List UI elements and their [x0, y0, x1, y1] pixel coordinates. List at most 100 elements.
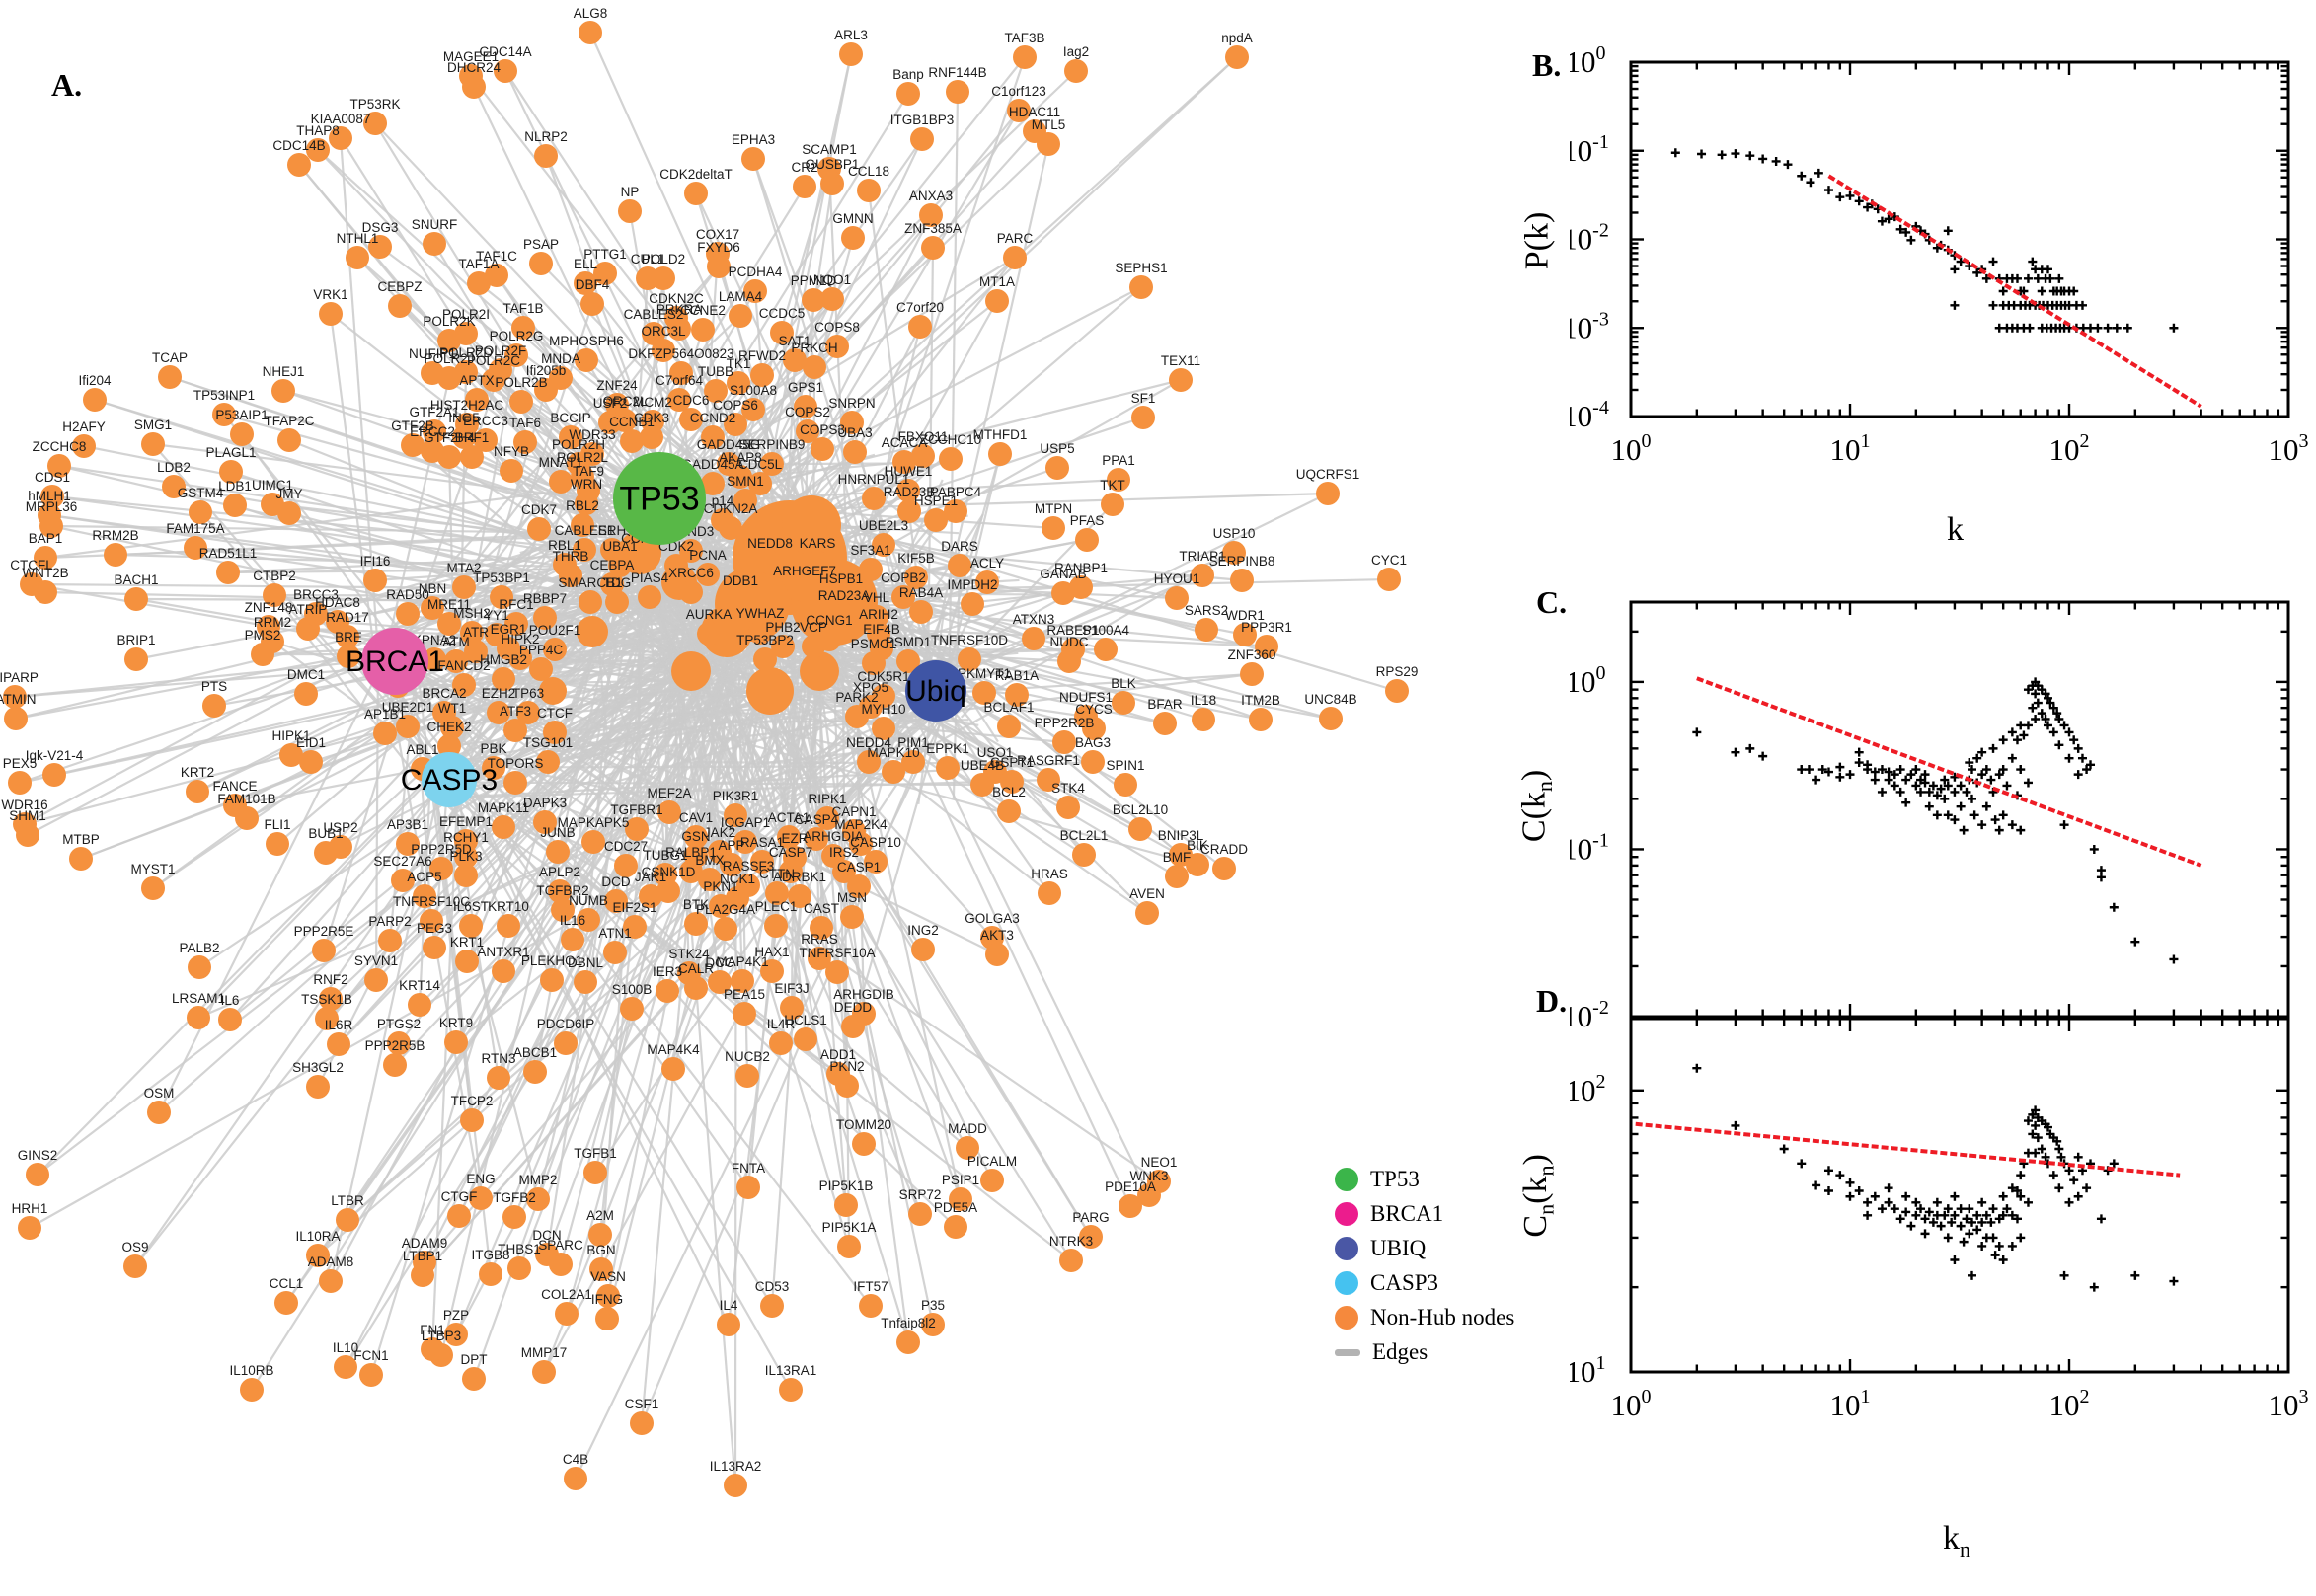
network-node	[1249, 708, 1273, 731]
data-point	[1896, 1214, 1905, 1223]
network-node	[803, 355, 826, 379]
network-node	[319, 302, 343, 326]
network-node	[1112, 691, 1135, 715]
data-point	[2130, 1271, 2139, 1280]
plot-d-ylabel: Cn(kn)	[1517, 1154, 1560, 1237]
fit-line	[1636, 1124, 2180, 1176]
network-node-label: UBA1	[602, 539, 637, 554]
data-point	[1995, 324, 2004, 333]
network-node	[447, 1204, 471, 1228]
data-point	[2054, 1183, 2063, 1192]
network-node-label: BRCC3	[293, 587, 339, 602]
network-node	[944, 1215, 967, 1239]
network-node-label: PFAS	[1070, 513, 1105, 528]
network-node-label: SHM1	[9, 808, 46, 823]
network-node	[921, 236, 945, 260]
network-node-label: THAP8	[296, 123, 340, 138]
network-node-label: APLP2	[539, 865, 580, 879]
data-point	[2002, 781, 2011, 790]
network-node-label: DKFZP564O0823	[628, 346, 733, 361]
network-node-label: SEC27A6	[373, 854, 431, 869]
network-node-label: PDCD6IP	[537, 1017, 595, 1031]
network-node-label: MYST1	[130, 862, 175, 876]
network-node-label: FXYD6	[697, 240, 740, 255]
network-node-label: RRAS	[801, 932, 838, 947]
data-point	[2069, 735, 2078, 744]
network-node	[1212, 857, 1236, 880]
data-point	[1896, 788, 1905, 797]
network-node-label: EZH2	[482, 686, 516, 701]
network-node-label: SF3A1	[850, 543, 890, 558]
network-node-label: IL6ST	[453, 899, 489, 914]
core-cluster-blob	[671, 651, 711, 691]
network-node-label: JMY	[276, 487, 303, 501]
data-point	[1901, 1207, 1910, 1216]
data-point	[1999, 1255, 2008, 1264]
network-node-label: MEF2A	[647, 786, 691, 800]
data-point	[2013, 735, 2022, 744]
network-node-label: EIF2S1	[612, 900, 656, 915]
network-node-label: PSMD1	[886, 635, 932, 649]
network-node	[684, 976, 708, 1000]
network-node	[124, 647, 148, 671]
data-point	[2024, 778, 2033, 787]
network-node-label: EFEMP1	[439, 814, 493, 829]
network-node	[141, 432, 165, 456]
network-node	[717, 1313, 740, 1336]
network-node	[661, 1057, 685, 1081]
network-node-label: PLA2G4A	[696, 902, 755, 917]
network-node	[909, 600, 933, 624]
data-point	[1950, 301, 1959, 310]
network-node-label: Tnfaip8l2	[881, 1316, 936, 1330]
data-point	[2008, 820, 2017, 829]
network-node	[1072, 843, 1096, 867]
network-node	[319, 1269, 343, 1293]
network-node-label: ZNF360	[1228, 647, 1276, 662]
data-point	[1871, 1192, 1880, 1201]
network-node	[779, 1378, 803, 1402]
data-point	[1797, 1159, 1806, 1168]
network-node-label: EIF3J	[774, 981, 809, 996]
network-node	[274, 1291, 298, 1315]
data-point	[1891, 781, 1899, 790]
network-node	[202, 694, 226, 718]
network-node-label: CTBP2	[253, 569, 296, 583]
data-point	[1835, 773, 1844, 782]
network-node-label: DPT	[461, 1352, 488, 1367]
network-node	[820, 172, 844, 195]
legend-item-label: CASP3	[1370, 1270, 1438, 1296]
network-node	[104, 543, 127, 567]
data-point	[1891, 1204, 1899, 1213]
network-node	[656, 979, 679, 1003]
data-point	[1731, 149, 1739, 158]
network-node-label: THRB	[553, 549, 589, 564]
network-node-label: POLD2	[642, 252, 685, 266]
network-node	[1081, 750, 1105, 774]
data-point	[1933, 810, 1942, 819]
network-node	[314, 841, 338, 865]
network-node-label: IL13RA1	[765, 1363, 817, 1378]
network-node	[924, 508, 948, 532]
network-node-label: COL2A1	[541, 1287, 592, 1302]
data-point	[1972, 1225, 1981, 1234]
network-node-label: CCL18	[848, 164, 889, 179]
network-node	[188, 955, 211, 979]
network-node	[997, 715, 1021, 738]
network-node-label: SMG1	[134, 418, 172, 432]
network-node	[158, 365, 182, 389]
network-node	[1129, 275, 1153, 299]
network-node	[69, 847, 93, 871]
network-node	[896, 1330, 920, 1354]
network-node	[346, 246, 369, 269]
network-node-label: CABLES2	[624, 307, 684, 322]
data-point	[1885, 1183, 1893, 1192]
network-node-label: ITM2B	[1241, 693, 1280, 708]
data-point	[2104, 324, 2113, 333]
data-point	[2054, 274, 2063, 283]
network-node-label: USP5	[1040, 441, 1074, 456]
network-node-label: SMN1	[727, 474, 764, 489]
y-tick-label: 102	[1570, 1071, 1606, 1107]
network-node	[455, 950, 479, 973]
network-node-label: CD53	[755, 1279, 790, 1294]
